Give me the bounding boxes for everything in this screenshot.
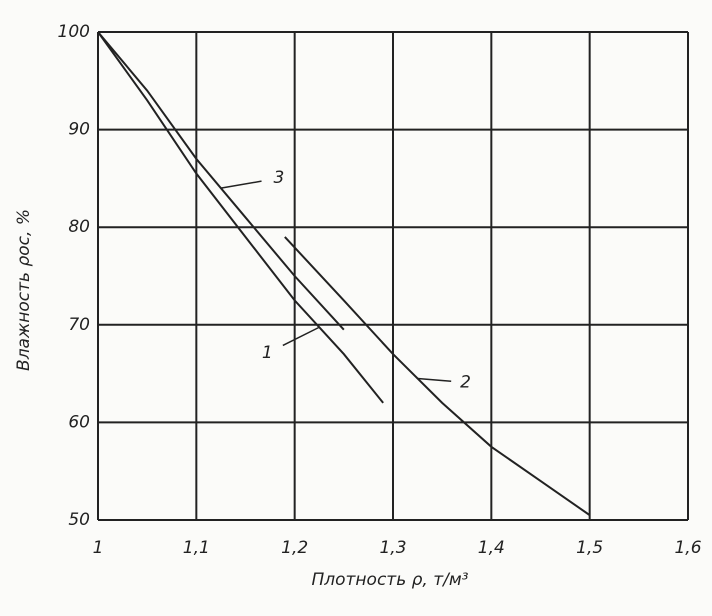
x-tick-label: 1: [93, 538, 104, 558]
leader-line: [282, 326, 320, 347]
x-tick-label: 1,4: [478, 538, 505, 558]
line: [97, 31, 345, 331]
x-tick-label: 1,3: [379, 538, 406, 558]
y-tick-label: 70: [68, 315, 90, 335]
leader-line: [220, 180, 262, 189]
line: [284, 236, 591, 516]
line: [97, 31, 384, 404]
curve-label: 3: [274, 168, 285, 188]
y-tick-label: 50: [68, 510, 90, 530]
y-tick-label: 100: [58, 22, 90, 42]
x-tick-label: 1,5: [576, 538, 603, 558]
x-tick-label: 1,1: [183, 538, 210, 558]
x-axis-label: Плотность ρ, т/м³: [311, 570, 468, 590]
leader-line: [417, 377, 452, 383]
curve-label: 1: [262, 343, 273, 363]
y-axis-label: Влажность ρос, %: [14, 209, 34, 371]
y-tick-label: 90: [68, 120, 90, 140]
y-tick-label: 60: [68, 412, 90, 432]
x-tick-label: 1,2: [281, 538, 308, 558]
x-tick-label: 1,6: [674, 538, 701, 558]
y-tick-label: 80: [68, 217, 90, 237]
curve-label: 2: [460, 372, 471, 392]
